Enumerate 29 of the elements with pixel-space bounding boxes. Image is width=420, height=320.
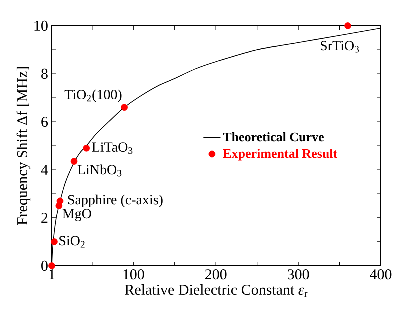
annotation: Sapphire (c-axis) — [68, 194, 163, 208]
annotation: SiO$_{2}$ — [60, 236, 85, 248]
y-axis-title: Frequency Shift Δf [MHz] — [16, 68, 31, 226]
annotation: MgO — [62, 209, 92, 222]
x-tick-label: 400 — [370, 270, 392, 280]
legend-label: Experimental Result — [223, 148, 338, 161]
point — [83, 144, 90, 152]
y-tick-label: 0 — [42, 260, 48, 272]
x-tick-label: 300 — [288, 270, 310, 280]
point — [344, 22, 352, 30]
legend-label: Theoretical Curve — [223, 132, 324, 142]
y-tick-label: 6 — [42, 116, 48, 128]
point — [121, 104, 128, 111]
x-axis-title: Relative Dielectric Constant ε$_{r}$ — [125, 284, 308, 298]
annotation: LiTaO$_{3}$ — [92, 142, 133, 154]
x-tick-label: 100 — [124, 270, 144, 280]
point — [56, 198, 64, 205]
annotation: SrTiO$_{3}$ — [321, 41, 360, 53]
point — [70, 158, 78, 165]
x-tick-label: 1 — [50, 270, 55, 280]
y-tick-label: 4 — [41, 165, 48, 175]
y-tick-label: 8 — [42, 68, 48, 80]
annotation: TiO$_{2}$(100) — [64, 90, 122, 102]
y-tick-label: 2 — [42, 213, 48, 223]
point — [48, 262, 56, 270]
x-tick-label: 200 — [205, 270, 227, 280]
annotation: LiNbO$_{3}$ — [78, 164, 122, 177]
point — [51, 238, 58, 246]
y-tick-label: 10 — [34, 20, 48, 32]
